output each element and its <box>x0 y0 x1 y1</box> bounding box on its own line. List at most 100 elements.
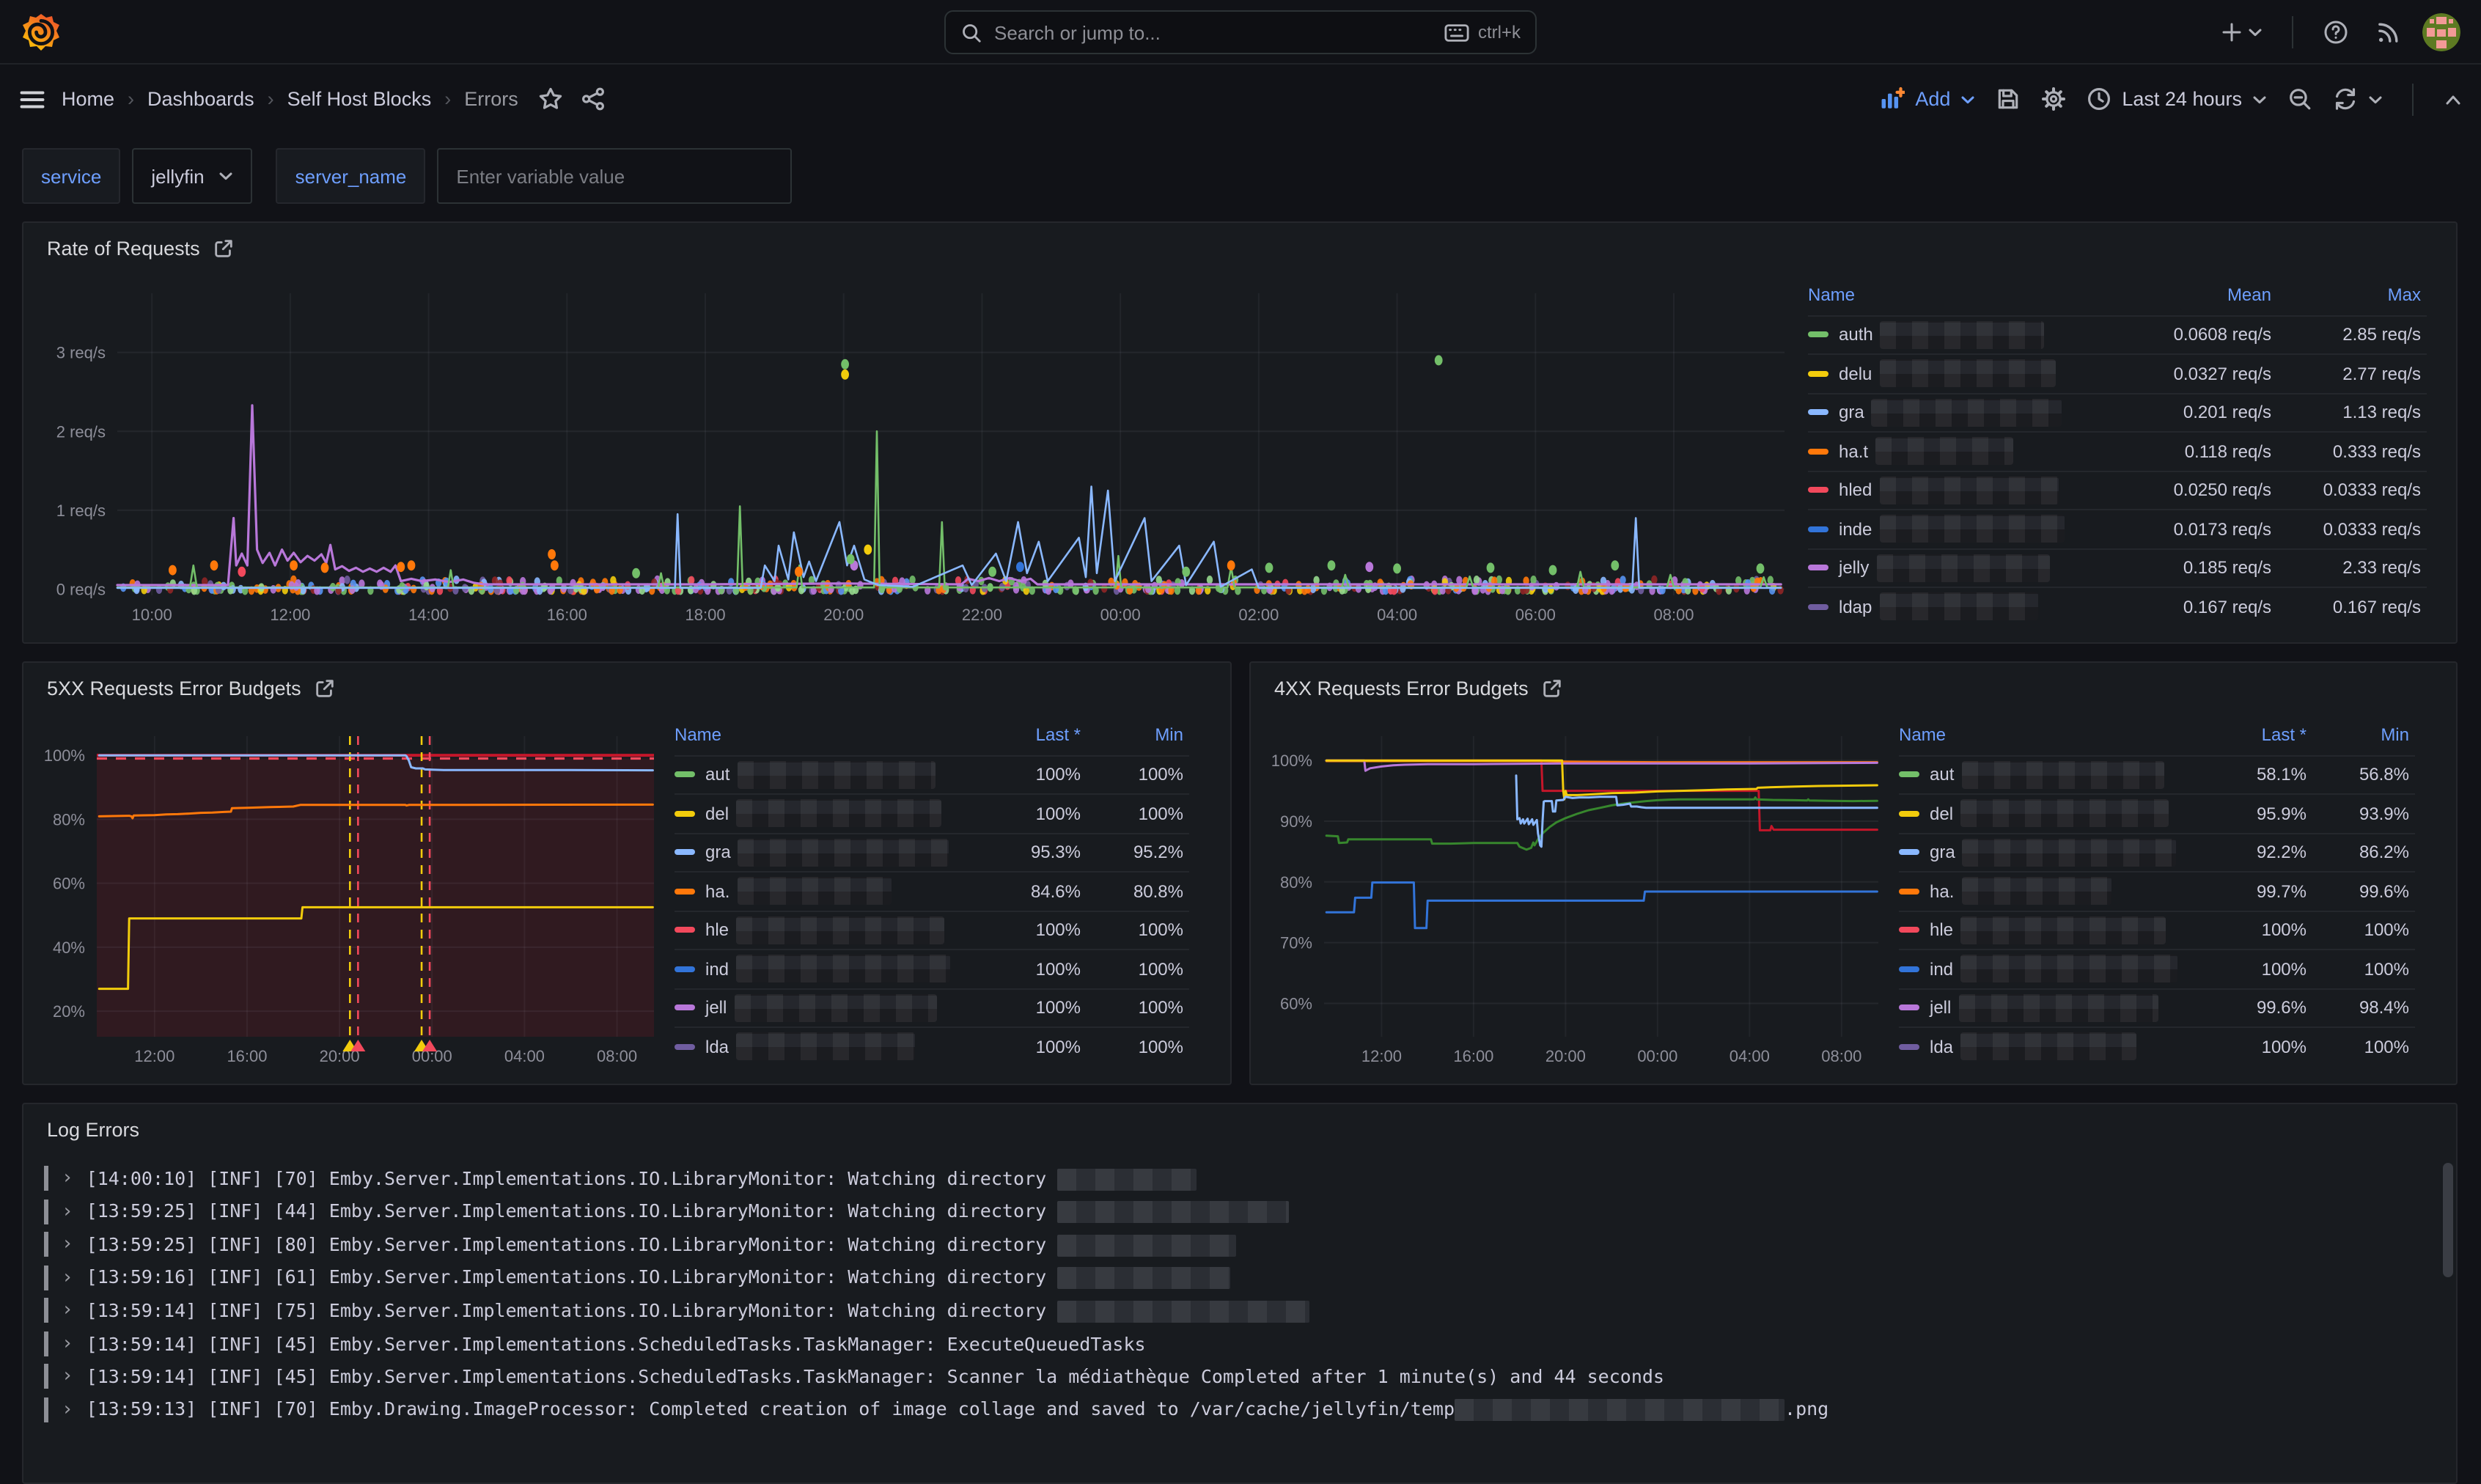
legend-column-name[interactable]: Name <box>1899 725 2198 746</box>
time-range-picker[interactable]: Last 24 hours <box>2087 87 2267 111</box>
expand-chevron-icon[interactable]: › <box>62 1299 73 1321</box>
legend-value-last: 95.9% <box>2198 804 2312 824</box>
grafana-logo[interactable] <box>21 11 62 52</box>
svg-text:06:00: 06:00 <box>1515 606 1556 624</box>
legend-row[interactable]: hled0.0250 req/s0.0333 req/s <box>1808 470 2427 509</box>
legend-row[interactable]: jell99.6%98.4% <box>1899 988 2415 1026</box>
legend-value-max: 1.13 req/s <box>2277 403 2427 423</box>
search-input[interactable]: Search or jump to... ctrl+k <box>944 10 1537 54</box>
legend-column-name[interactable]: Name <box>675 725 972 746</box>
legend-row[interactable]: gra95.3%95.2% <box>675 832 1189 871</box>
legend-column-last[interactable]: Last * <box>972 725 1087 746</box>
log-line[interactable]: ›[13:59:14] [INF] [45] Emby.Server.Imple… <box>44 1331 2436 1356</box>
svg-text:1 req/s: 1 req/s <box>56 502 106 520</box>
panel-title[interactable]: 5XX Requests Error Budgets <box>23 663 1230 713</box>
legend-row[interactable]: jell100%100% <box>675 988 1189 1026</box>
log-line[interactable]: ›[13:59:25] [INF] [80] Emby.Server.Imple… <box>44 1232 2436 1257</box>
log-line[interactable]: ›[13:59:13] [INF] [70] Emby.Drawing.Imag… <box>44 1397 2436 1422</box>
expand-chevron-icon[interactable]: › <box>62 1266 73 1288</box>
expand-chevron-icon[interactable]: › <box>62 1167 73 1189</box>
redacted-series-name <box>1961 761 2164 789</box>
add-button[interactable]: Add <box>1880 87 1975 111</box>
legend-value-last: 99.7% <box>2198 881 2312 902</box>
expand-chevron-icon[interactable]: › <box>62 1398 73 1420</box>
legend-column-last[interactable]: Last * <box>2198 725 2312 746</box>
legend-row[interactable]: aut100%100% <box>675 754 1189 793</box>
svg-text:00:00: 00:00 <box>1100 606 1141 624</box>
legend-row[interactable]: ind100%100% <box>675 949 1189 988</box>
log-scrollbar[interactable] <box>2443 1163 2453 1277</box>
share-icon[interactable] <box>581 87 606 111</box>
legend-row[interactable]: hle100%100% <box>1899 910 2415 949</box>
legend-row[interactable]: ind100%100% <box>1899 949 2415 988</box>
clock-icon <box>2087 87 2111 111</box>
legend-row[interactable]: delu0.0327 req/s2.77 req/s <box>1808 353 2427 392</box>
save-button[interactable] <box>1996 87 2021 111</box>
star-icon[interactable] <box>539 87 564 111</box>
expand-chevron-icon[interactable]: › <box>62 1365 73 1387</box>
legend-column-min[interactable]: Min <box>2312 725 2415 746</box>
panel-title[interactable]: Log Errors <box>23 1104 2456 1154</box>
series-color-swatch <box>1899 889 1919 895</box>
caret-up-icon <box>2443 90 2463 108</box>
log-line[interactable]: ›[13:59:14] [INF] [75] Emby.Server.Imple… <box>44 1298 2436 1323</box>
err5xx-chart-canvas[interactable]: 20%40%60%80%100%12:0016:0020:0000:0004:0… <box>32 713 666 1075</box>
breadcrumb-folder[interactable]: Self Host Blocks <box>287 88 432 110</box>
settings-button[interactable] <box>2041 87 2066 111</box>
zoom-out-button[interactable] <box>2287 87 2312 111</box>
expand-chevron-icon[interactable]: › <box>62 1233 73 1255</box>
legend-value-min: 86.2% <box>2312 842 2415 863</box>
legend-row[interactable]: gra0.201 req/s1.13 req/s <box>1808 392 2427 431</box>
series-name-prefix: del <box>705 804 729 824</box>
log-line[interactable]: ›[13:59:25] [INF] [44] Emby.Server.Imple… <box>44 1199 2436 1224</box>
legend-value-mean: 0.0173 req/s <box>2136 519 2277 540</box>
panel-title[interactable]: Rate of Requests <box>23 223 2456 273</box>
redacted-log-text <box>1057 1234 1236 1256</box>
legend-column-min[interactable]: Min <box>1087 725 1189 746</box>
external-link-icon[interactable] <box>315 677 337 699</box>
panel-title[interactable]: 4XX Requests Error Budgets <box>1251 663 2456 713</box>
legend-row[interactable]: ha.t0.118 req/s0.333 req/s <box>1808 431 2427 470</box>
external-link-icon[interactable] <box>1542 677 1564 699</box>
expand-chevron-icon[interactable]: › <box>62 1332 73 1354</box>
legend-column-mean[interactable]: Mean <box>2136 285 2277 306</box>
legend-row[interactable]: lda100%100% <box>1899 1026 2415 1065</box>
legend-value-last: 100% <box>972 920 1087 941</box>
err4xx-chart-canvas[interactable]: 60%70%80%90%100%12:0016:0020:0000:0004:0… <box>1260 713 1890 1075</box>
log-line[interactable]: ›[14:00:10] [INF] [70] Emby.Server.Imple… <box>44 1166 2436 1191</box>
legend-row[interactable]: jelly0.185 req/s2.33 req/s <box>1808 548 2427 587</box>
legend-row[interactable]: lda100%100% <box>675 1026 1189 1065</box>
avatar[interactable] <box>2422 12 2460 51</box>
legend-row[interactable]: del100%100% <box>675 793 1189 832</box>
expand-chevron-icon[interactable]: › <box>62 1200 73 1222</box>
refresh-button[interactable] <box>2333 87 2383 111</box>
rate-chart-canvas[interactable]: 0 req/s1 req/s2 req/s3 req/s10:0012:0014… <box>32 273 1799 633</box>
news-button[interactable] <box>2370 12 2408 51</box>
external-link-icon[interactable] <box>213 237 235 259</box>
breadcrumb-home[interactable]: Home <box>62 88 114 110</box>
legend-row[interactable]: ha.99.7%99.6% <box>1899 871 2415 910</box>
legend-row[interactable]: aut58.1%56.8% <box>1899 754 2415 793</box>
variable-input-server-name[interactable] <box>437 148 792 204</box>
svg-text:60%: 60% <box>53 875 85 893</box>
legend-column-name[interactable]: Name <box>1808 285 2136 306</box>
legend-column-max[interactable]: Max <box>2277 285 2427 306</box>
add-button-label: Add <box>1915 88 1950 110</box>
legend-row[interactable]: hle100%100% <box>675 910 1189 949</box>
collapse-toolbar-button[interactable] <box>2443 90 2463 108</box>
log-line[interactable]: ›[13:59:16] [INF] [61] Emby.Server.Imple… <box>44 1265 2436 1290</box>
menu-icon[interactable] <box>18 84 47 114</box>
legend-row[interactable]: ldap0.167 req/s0.167 req/s <box>1808 587 2427 625</box>
legend-row[interactable]: auth0.0608 req/s2.85 req/s <box>1808 315 2427 353</box>
breadcrumb-dashboards[interactable]: Dashboards <box>147 88 254 110</box>
legend-row[interactable]: ha.84.6%80.8% <box>675 871 1189 910</box>
legend-row[interactable]: gra92.2%86.2% <box>1899 832 2415 871</box>
new-button[interactable] <box>2214 14 2268 49</box>
series-name-prefix: gra <box>1930 842 1955 863</box>
legend-row[interactable]: del95.9%93.9% <box>1899 793 2415 832</box>
log-line[interactable]: ›[13:59:14] [INF] [45] Emby.Server.Imple… <box>44 1364 2436 1389</box>
help-button[interactable] <box>2317 12 2355 51</box>
variable-select-service[interactable]: jellyfin <box>132 148 252 204</box>
legend-row[interactable]: inde0.0173 req/s0.0333 req/s <box>1808 509 2427 548</box>
svg-text:3 req/s: 3 req/s <box>56 344 106 362</box>
